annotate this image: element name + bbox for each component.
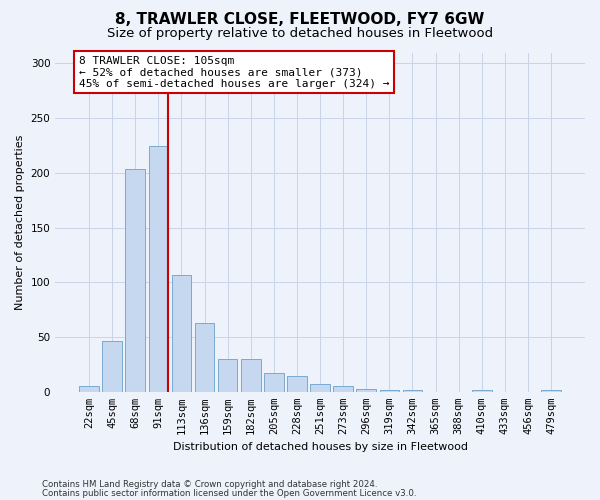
- Y-axis label: Number of detached properties: Number of detached properties: [15, 134, 25, 310]
- Bar: [218, 359, 238, 392]
- Text: 8, TRAWLER CLOSE, FLEETWOOD, FY7 6GW: 8, TRAWLER CLOSE, FLEETWOOD, FY7 6GW: [115, 12, 485, 28]
- Bar: [125, 168, 145, 392]
- Bar: [380, 390, 399, 392]
- Bar: [356, 388, 376, 392]
- Bar: [241, 359, 260, 392]
- Text: 8 TRAWLER CLOSE: 105sqm
← 52% of detached houses are smaller (373)
45% of semi-d: 8 TRAWLER CLOSE: 105sqm ← 52% of detache…: [79, 56, 389, 89]
- X-axis label: Distribution of detached houses by size in Fleetwood: Distribution of detached houses by size …: [173, 442, 467, 452]
- Text: Size of property relative to detached houses in Fleetwood: Size of property relative to detached ho…: [107, 28, 493, 40]
- Bar: [541, 390, 561, 392]
- Bar: [103, 342, 122, 392]
- Bar: [310, 384, 330, 392]
- Bar: [79, 386, 99, 392]
- Bar: [195, 323, 214, 392]
- Bar: [472, 390, 491, 392]
- Bar: [149, 146, 168, 392]
- Bar: [403, 390, 422, 392]
- Text: Contains HM Land Registry data © Crown copyright and database right 2024.: Contains HM Land Registry data © Crown c…: [42, 480, 377, 489]
- Bar: [334, 386, 353, 392]
- Bar: [172, 274, 191, 392]
- Text: Contains public sector information licensed under the Open Government Licence v3: Contains public sector information licen…: [42, 489, 416, 498]
- Bar: [264, 373, 284, 392]
- Bar: [287, 376, 307, 392]
